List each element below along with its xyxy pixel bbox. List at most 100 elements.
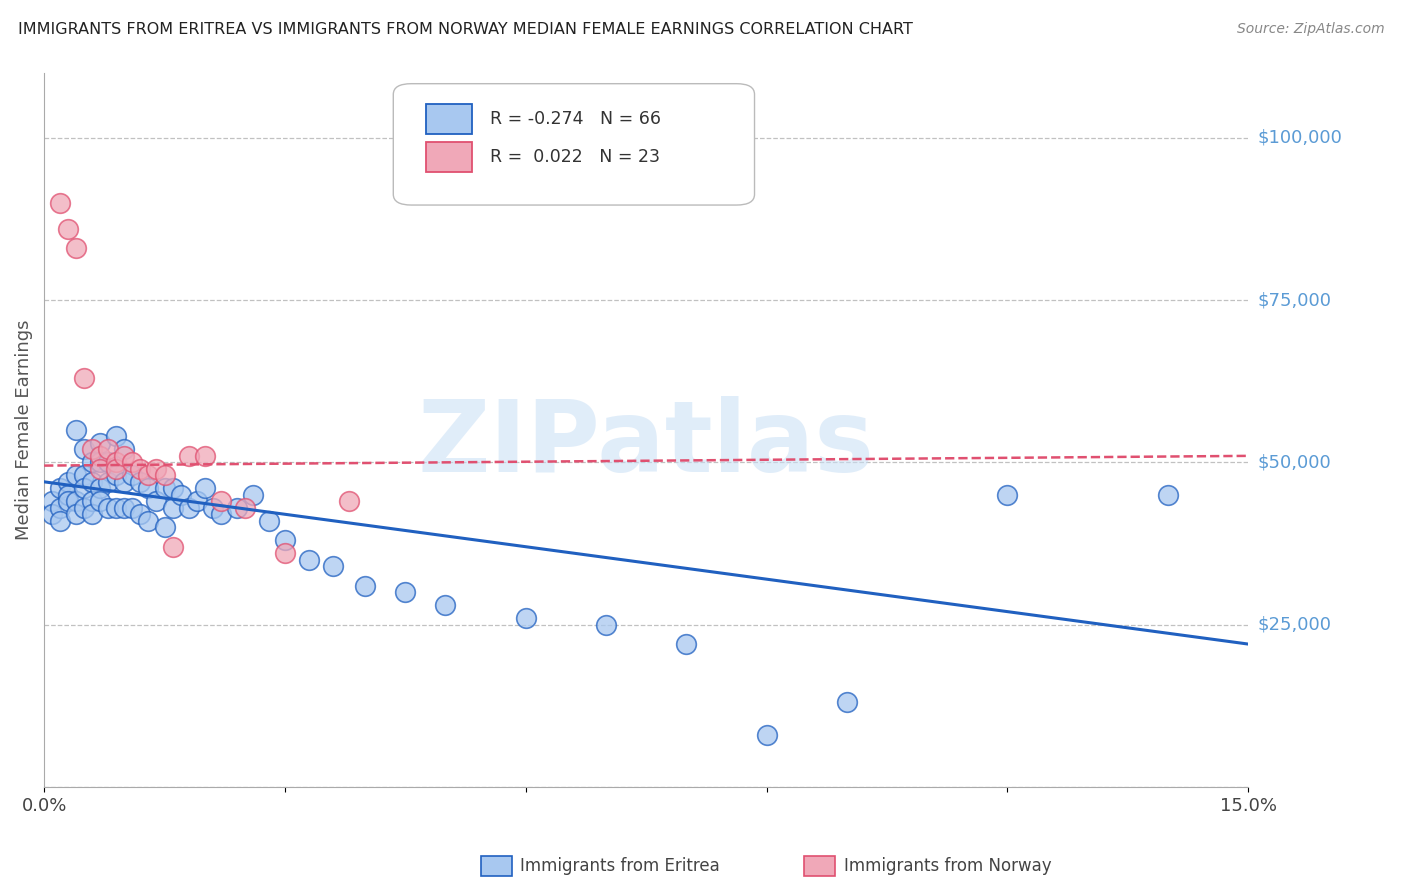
- Point: [121, 455, 143, 469]
- Point: [129, 508, 152, 522]
- Text: R =  0.022   N = 23: R = 0.022 N = 23: [489, 148, 659, 166]
- Text: $50,000: $50,000: [1258, 453, 1331, 471]
- Point: [112, 475, 135, 489]
- Point: [58, 494, 80, 508]
- Point: [82, 494, 104, 508]
- Text: Source: ZipAtlas.com: Source: ZipAtlas.com: [1237, 22, 1385, 37]
- Point: [298, 552, 321, 566]
- Point: [138, 481, 160, 495]
- FancyBboxPatch shape: [394, 84, 755, 205]
- Text: $75,000: $75,000: [1258, 291, 1331, 310]
- Point: [89, 436, 111, 450]
- Point: [153, 481, 176, 495]
- Point: [73, 500, 96, 515]
- Text: Immigrants from Norway: Immigrants from Norway: [844, 857, 1052, 875]
- Point: [138, 468, 160, 483]
- Point: [995, 488, 1018, 502]
- Point: [58, 488, 80, 502]
- Point: [58, 221, 80, 235]
- Point: [82, 475, 104, 489]
- Point: [73, 481, 96, 495]
- Point: [257, 514, 280, 528]
- Point: [337, 494, 360, 508]
- Point: [97, 455, 120, 469]
- Point: [515, 611, 537, 625]
- Text: Immigrants from Eritrea: Immigrants from Eritrea: [520, 857, 720, 875]
- Text: $100,000: $100,000: [1258, 128, 1343, 147]
- Point: [97, 500, 120, 515]
- Point: [89, 462, 111, 476]
- Point: [112, 449, 135, 463]
- Point: [434, 598, 457, 612]
- Point: [153, 468, 176, 483]
- Point: [49, 500, 72, 515]
- Point: [274, 533, 297, 548]
- Point: [129, 462, 152, 476]
- Point: [322, 559, 344, 574]
- Y-axis label: Median Female Earnings: Median Female Earnings: [15, 319, 32, 541]
- Point: [121, 468, 143, 483]
- Point: [394, 585, 416, 599]
- Point: [82, 508, 104, 522]
- Point: [145, 494, 167, 508]
- Point: [242, 488, 264, 502]
- Point: [1157, 488, 1180, 502]
- Point: [105, 468, 128, 483]
- Text: ZIPatlas: ZIPatlas: [418, 396, 875, 492]
- Point: [162, 540, 184, 554]
- Point: [89, 494, 111, 508]
- Point: [89, 449, 111, 463]
- Point: [73, 442, 96, 457]
- Point: [65, 468, 87, 483]
- Point: [58, 475, 80, 489]
- Point: [177, 500, 200, 515]
- Point: [49, 514, 72, 528]
- Point: [675, 637, 697, 651]
- Point: [209, 508, 232, 522]
- Point: [73, 371, 96, 385]
- Point: [41, 508, 63, 522]
- Point: [65, 241, 87, 255]
- Point: [97, 442, 120, 457]
- Text: R = -0.274   N = 66: R = -0.274 N = 66: [489, 111, 661, 128]
- Point: [194, 449, 217, 463]
- Point: [89, 481, 111, 495]
- Point: [82, 442, 104, 457]
- Point: [121, 500, 143, 515]
- Point: [354, 579, 377, 593]
- Point: [186, 494, 208, 508]
- Point: [49, 481, 72, 495]
- Point: [105, 455, 128, 469]
- Point: [177, 449, 200, 463]
- Point: [97, 475, 120, 489]
- Point: [73, 468, 96, 483]
- Point: [162, 500, 184, 515]
- Point: [105, 429, 128, 443]
- Point: [138, 514, 160, 528]
- Point: [112, 442, 135, 457]
- Point: [105, 462, 128, 476]
- Point: [209, 494, 232, 508]
- Point: [274, 546, 297, 560]
- Point: [65, 494, 87, 508]
- Text: IMMIGRANTS FROM ERITREA VS IMMIGRANTS FROM NORWAY MEDIAN FEMALE EARNINGS CORRELA: IMMIGRANTS FROM ERITREA VS IMMIGRANTS FR…: [18, 22, 912, 37]
- Text: $25,000: $25,000: [1258, 615, 1331, 633]
- Point: [89, 455, 111, 469]
- Point: [233, 500, 256, 515]
- Point: [65, 508, 87, 522]
- Point: [755, 728, 778, 742]
- Point: [162, 481, 184, 495]
- FancyBboxPatch shape: [426, 142, 471, 172]
- Point: [225, 500, 247, 515]
- Point: [129, 475, 152, 489]
- Point: [145, 462, 167, 476]
- Point: [65, 423, 87, 437]
- Point: [82, 455, 104, 469]
- Point: [201, 500, 224, 515]
- Point: [49, 195, 72, 210]
- Point: [105, 500, 128, 515]
- Point: [169, 488, 191, 502]
- Point: [41, 494, 63, 508]
- Point: [112, 500, 135, 515]
- Point: [595, 617, 617, 632]
